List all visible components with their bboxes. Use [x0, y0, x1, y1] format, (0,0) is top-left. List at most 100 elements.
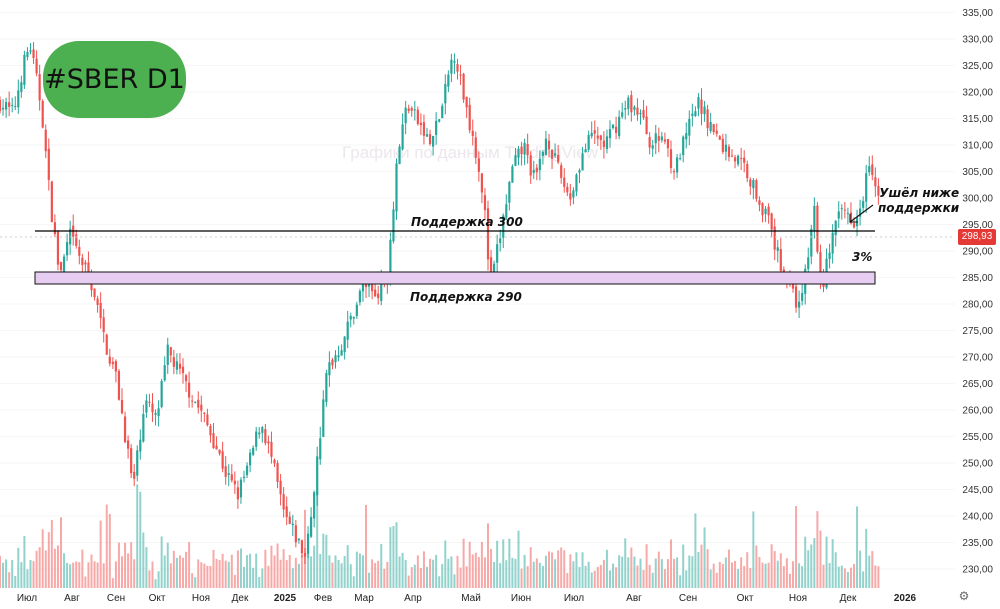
y-tick-label: 305,00 — [962, 167, 993, 178]
volume-bar — [124, 542, 127, 588]
candle-body — [810, 228, 813, 257]
candle-body — [184, 375, 188, 382]
candle-body — [846, 213, 849, 215]
candle-body — [672, 170, 676, 173]
candle-body — [633, 106, 636, 110]
candle-body — [32, 49, 35, 59]
candle-body — [50, 181, 53, 223]
candle-body — [264, 429, 267, 444]
candle-body — [111, 361, 114, 365]
volume-bar — [426, 566, 428, 588]
candle-body — [340, 350, 343, 356]
candle-body — [862, 201, 865, 208]
volume-bar — [471, 554, 474, 588]
volume-bar — [233, 574, 236, 588]
volume-bar — [755, 545, 758, 588]
candle-body — [334, 355, 337, 363]
candle-body — [569, 193, 572, 200]
gear-icon[interactable]: ⚙ — [958, 589, 970, 603]
candle-body — [669, 149, 673, 168]
x-tick-label: Июн — [511, 593, 531, 604]
volume-bar — [825, 536, 828, 588]
volume-bar — [188, 542, 191, 588]
volume-bar — [660, 559, 663, 588]
volume-bar — [230, 554, 233, 588]
volume-bar — [102, 563, 105, 588]
volume-bar — [297, 563, 300, 588]
volume-bar — [840, 565, 843, 588]
candle-body — [398, 146, 401, 165]
last-price-tag: 298,93 — [958, 229, 996, 245]
volume-bar — [618, 555, 621, 588]
volume-bar — [96, 562, 99, 588]
candle-body — [517, 148, 520, 158]
volume-bar — [438, 576, 441, 588]
candle-body — [346, 321, 349, 340]
volume-bar — [343, 555, 346, 588]
candle-body — [773, 226, 776, 250]
volume-bar — [148, 570, 151, 588]
volume-bar — [145, 547, 148, 588]
volume-bar — [868, 555, 871, 588]
candle-body — [66, 242, 69, 256]
volume-bar — [712, 563, 715, 588]
volume-bar — [795, 506, 798, 588]
volume-bar — [453, 574, 456, 588]
volume-bar — [139, 491, 142, 588]
candle-body — [139, 439, 142, 452]
y-tick-label: 320,00 — [962, 88, 993, 99]
x-tick-label: Дек — [232, 593, 249, 604]
volume-bar — [703, 527, 706, 588]
volume-bar — [764, 563, 767, 588]
candle-body — [679, 158, 682, 160]
volume-bar — [99, 520, 102, 588]
y-tick-label: 250,00 — [962, 459, 993, 470]
volume-bar — [380, 543, 383, 588]
volume-bar — [178, 555, 181, 588]
volume-bar — [288, 554, 291, 588]
volume-bar — [349, 564, 352, 588]
volume-bar — [773, 551, 776, 588]
volume-bar — [709, 569, 712, 588]
candle-body — [62, 256, 66, 272]
candle-body — [75, 234, 78, 246]
candle-body — [691, 113, 694, 117]
candle-body — [291, 523, 294, 526]
arrow-head-icon — [849, 214, 858, 223]
x-tick-label: Сен — [107, 593, 125, 604]
volume-bar — [218, 560, 221, 588]
volume-bar — [569, 554, 572, 588]
candle-body — [813, 205, 816, 232]
y-tick-label: 240,00 — [962, 512, 993, 523]
x-tick-label: Сен — [679, 593, 697, 604]
candle-body — [483, 195, 487, 211]
candle-body — [776, 247, 779, 251]
volume-bar — [645, 544, 648, 588]
candle-body — [547, 140, 551, 150]
volume-bar — [828, 563, 831, 588]
volume-bar — [593, 570, 596, 588]
volume-bar — [587, 561, 590, 588]
candle-body — [169, 347, 172, 356]
candle-body — [703, 106, 706, 115]
volume-bar — [557, 550, 560, 588]
volume-bar — [801, 566, 804, 588]
volume-bar — [697, 552, 700, 588]
y-tick-label: 280,00 — [962, 300, 993, 311]
volume-bar — [798, 563, 801, 588]
candle-body — [816, 205, 819, 252]
candle-body — [230, 474, 233, 481]
candle-body — [361, 284, 365, 292]
candle-body — [310, 517, 313, 537]
volume-bar — [377, 560, 380, 588]
volume-bar — [651, 572, 654, 588]
candle-body — [764, 208, 767, 214]
y-tick-label: 260,00 — [962, 406, 993, 417]
volume-bar — [731, 562, 733, 588]
candle-body — [5, 102, 8, 110]
candle-body — [178, 363, 182, 369]
candle-body — [87, 262, 90, 277]
volume-bar — [346, 545, 349, 588]
candle-body — [560, 165, 563, 178]
